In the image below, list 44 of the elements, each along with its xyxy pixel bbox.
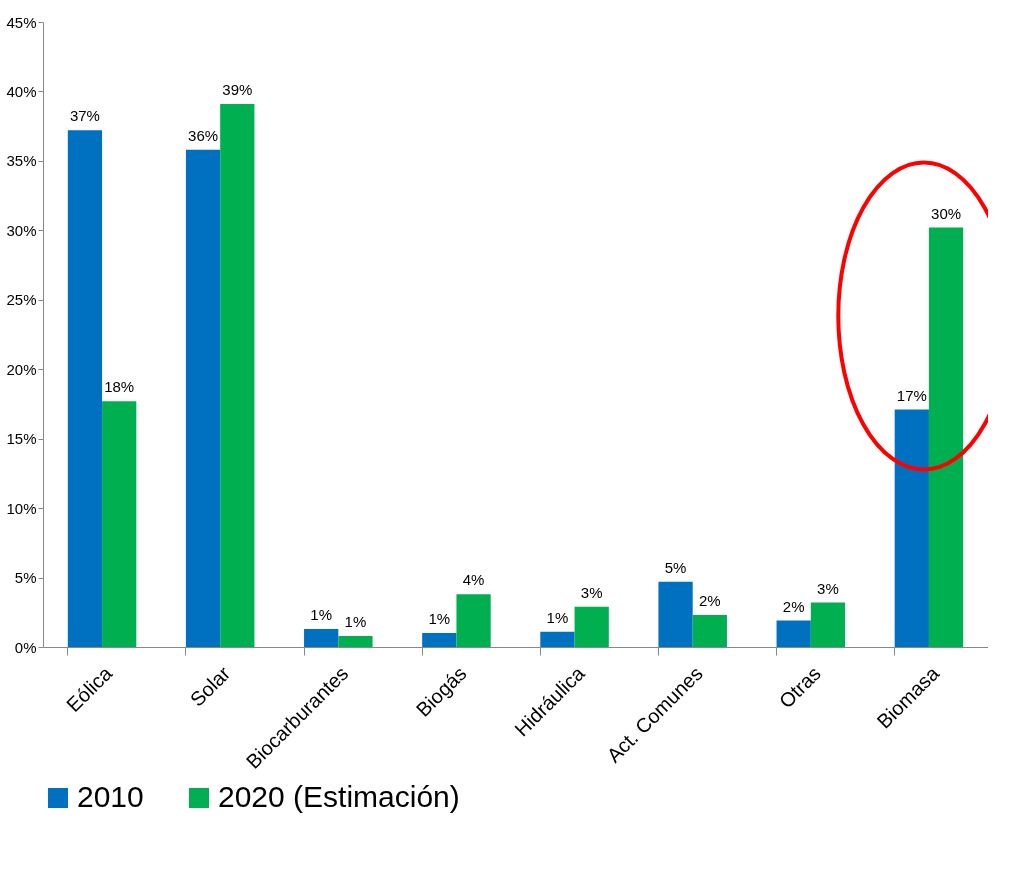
bar <box>67 130 103 647</box>
data-label: 5% <box>664 558 687 576</box>
y-tick-label: 5% <box>14 569 37 587</box>
data-label: 18% <box>104 378 135 396</box>
y-tick-label: 30% <box>6 221 37 239</box>
data-label: 3% <box>580 583 603 601</box>
y-tick-label: 20% <box>6 360 37 378</box>
bar <box>540 631 575 647</box>
y-tick-label: 45% <box>6 13 37 31</box>
y-tick-label: 25% <box>6 291 37 309</box>
data-label: 1% <box>310 605 333 623</box>
y-tick-label: 40% <box>6 82 37 100</box>
legend-label: 2020 (Estimación) <box>218 780 460 813</box>
bar <box>928 227 964 647</box>
bar <box>102 401 137 647</box>
bar <box>894 409 929 647</box>
y-tick-label: 15% <box>6 430 37 448</box>
bar <box>185 149 221 647</box>
data-label: 17% <box>896 386 927 404</box>
bar <box>422 633 457 647</box>
data-label: 2% <box>698 592 721 610</box>
data-label: 1% <box>344 612 367 630</box>
bar <box>776 620 811 647</box>
bar <box>304 628 339 647</box>
data-label: 37% <box>69 107 100 125</box>
data-label: 39% <box>222 80 253 98</box>
bar <box>338 635 373 647</box>
y-tick-label: 35% <box>6 152 37 170</box>
data-label: 4% <box>462 571 485 589</box>
y-tick-label: 10% <box>6 499 37 517</box>
legend-label: 2010 <box>77 780 144 813</box>
data-label: 3% <box>817 579 839 597</box>
data-label: 36% <box>188 126 219 144</box>
bar <box>692 615 727 647</box>
bar <box>574 606 609 647</box>
bar <box>658 581 693 647</box>
data-label: 30% <box>931 204 962 222</box>
bar <box>456 594 491 647</box>
bar <box>220 103 255 647</box>
bar <box>810 602 846 647</box>
y-tick-label: 0% <box>14 638 37 656</box>
data-label: 2% <box>782 597 805 615</box>
data-label: 1% <box>428 610 451 628</box>
data-label: 1% <box>546 608 569 626</box>
